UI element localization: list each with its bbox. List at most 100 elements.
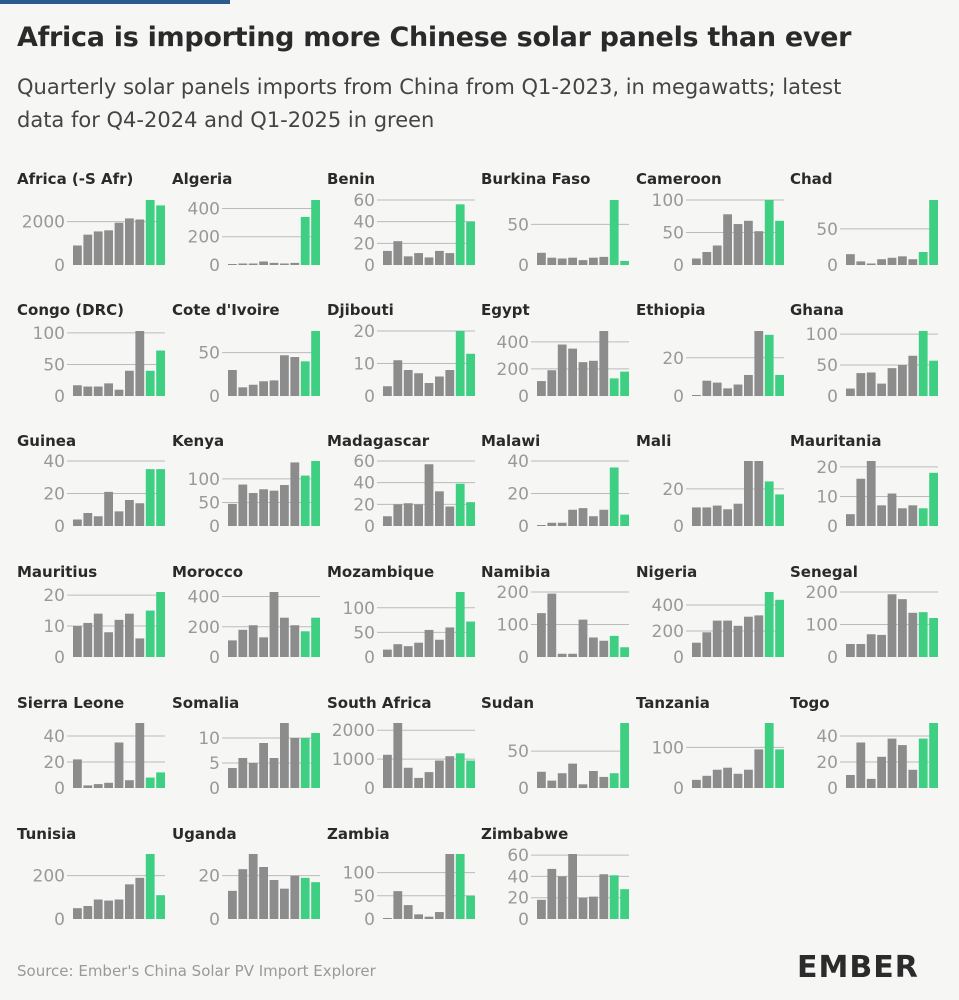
- bar: [620, 723, 629, 788]
- chart-title: Algeria: [172, 170, 232, 188]
- country-chart: Togo 0 20 40: [790, 694, 938, 799]
- bar: [557, 344, 567, 396]
- bar: [466, 621, 475, 657]
- bar: [918, 738, 928, 788]
- y-tick-label: 0: [364, 256, 375, 276]
- country-chart: Cameroon 0 50 100: [636, 170, 784, 276]
- chart-title: Congo (DRC): [17, 301, 124, 319]
- bar: [248, 384, 258, 396]
- bar: [424, 257, 434, 265]
- y-tick-label: 200: [806, 583, 838, 603]
- bar: [547, 593, 557, 657]
- bar: [578, 260, 588, 265]
- y-tick-label: 200: [188, 618, 220, 638]
- y-tick-label: 0: [518, 779, 529, 799]
- bar: [744, 220, 753, 265]
- bar: [269, 380, 279, 396]
- bar: [589, 360, 598, 396]
- bar: [145, 469, 155, 526]
- bar: [754, 231, 764, 265]
- bar: [692, 395, 701, 396]
- chart-title: Cameroon: [636, 170, 722, 188]
- ember-logo: EMBER: [797, 950, 919, 985]
- chart-title: Burkina Faso: [481, 170, 590, 188]
- bar: [300, 216, 310, 265]
- bar: [73, 759, 82, 788]
- bar: [466, 221, 475, 265]
- bar: [557, 773, 567, 788]
- chart-title: Mali: [636, 432, 671, 450]
- bar: [455, 753, 465, 788]
- y-tick-label: 0: [54, 387, 65, 407]
- bar: [145, 370, 155, 396]
- y-tick-label: 40: [816, 727, 838, 747]
- bar: [744, 461, 753, 526]
- bar: [269, 592, 279, 657]
- bar: [918, 252, 928, 265]
- bar: [145, 854, 155, 919]
- bar: [248, 625, 258, 657]
- bar: [104, 491, 113, 526]
- svg-text:EMBER: EMBER: [797, 950, 919, 985]
- y-tick-label: 100: [33, 324, 65, 344]
- bar: [125, 500, 134, 526]
- bar: [702, 507, 712, 526]
- bar: [280, 355, 289, 396]
- bar: [898, 256, 907, 265]
- bar: [908, 612, 918, 657]
- y-tick-label: 10: [198, 729, 220, 749]
- y-tick-label: 0: [827, 648, 838, 668]
- y-tick-label: 200: [497, 360, 529, 380]
- y-tick-label: 200: [652, 622, 684, 642]
- bar: [908, 769, 918, 788]
- y-tick-label: 0: [673, 779, 684, 799]
- y-tick-label: 0: [209, 517, 220, 537]
- bar: [712, 245, 722, 265]
- bar: [135, 331, 145, 396]
- y-tick-label: 20: [816, 753, 838, 773]
- bar: [248, 854, 258, 919]
- bar: [83, 622, 93, 657]
- bar: [764, 200, 774, 265]
- y-tick-label: 400: [497, 333, 529, 353]
- country-chart: Senegal 0 100 200: [790, 563, 938, 668]
- bar: [114, 389, 124, 396]
- bar: [620, 371, 629, 396]
- bar: [547, 868, 557, 919]
- y-tick-label: 50: [507, 215, 529, 235]
- bar: [455, 483, 465, 526]
- bar: [445, 756, 455, 788]
- bar: [403, 905, 413, 919]
- bar: [898, 508, 907, 526]
- bar: [692, 258, 701, 265]
- y-tick-label: 400: [188, 199, 220, 219]
- bar: [414, 914, 423, 919]
- bar: [238, 484, 248, 526]
- bar: [599, 509, 609, 526]
- y-tick-label: 0: [827, 256, 838, 276]
- country-chart: Tanzania 0 100: [636, 694, 784, 799]
- country-chart: Mozambique 0 50 100: [327, 563, 475, 668]
- y-tick-label: 100: [343, 864, 375, 884]
- bar: [568, 509, 577, 526]
- y-tick-label: 0: [364, 517, 375, 537]
- y-tick-label: 0: [54, 910, 65, 930]
- y-tick-label: 0: [209, 648, 220, 668]
- y-tick-label: 50: [662, 224, 684, 244]
- bar: [93, 516, 103, 526]
- y-tick-label: 400: [652, 596, 684, 616]
- bar: [764, 481, 774, 526]
- bar: [754, 331, 764, 396]
- bar: [764, 334, 774, 396]
- bar: [929, 472, 938, 526]
- bar: [929, 360, 938, 396]
- chart-title: Tanzania: [636, 694, 710, 712]
- bar: [83, 785, 93, 788]
- bar: [435, 491, 444, 526]
- country-chart: Egypt 0 200 400: [481, 301, 629, 407]
- y-tick-label: 100: [806, 616, 838, 636]
- bar: [918, 612, 928, 657]
- y-tick-label: 0: [364, 779, 375, 799]
- top-accent-bar: [0, 0, 230, 4]
